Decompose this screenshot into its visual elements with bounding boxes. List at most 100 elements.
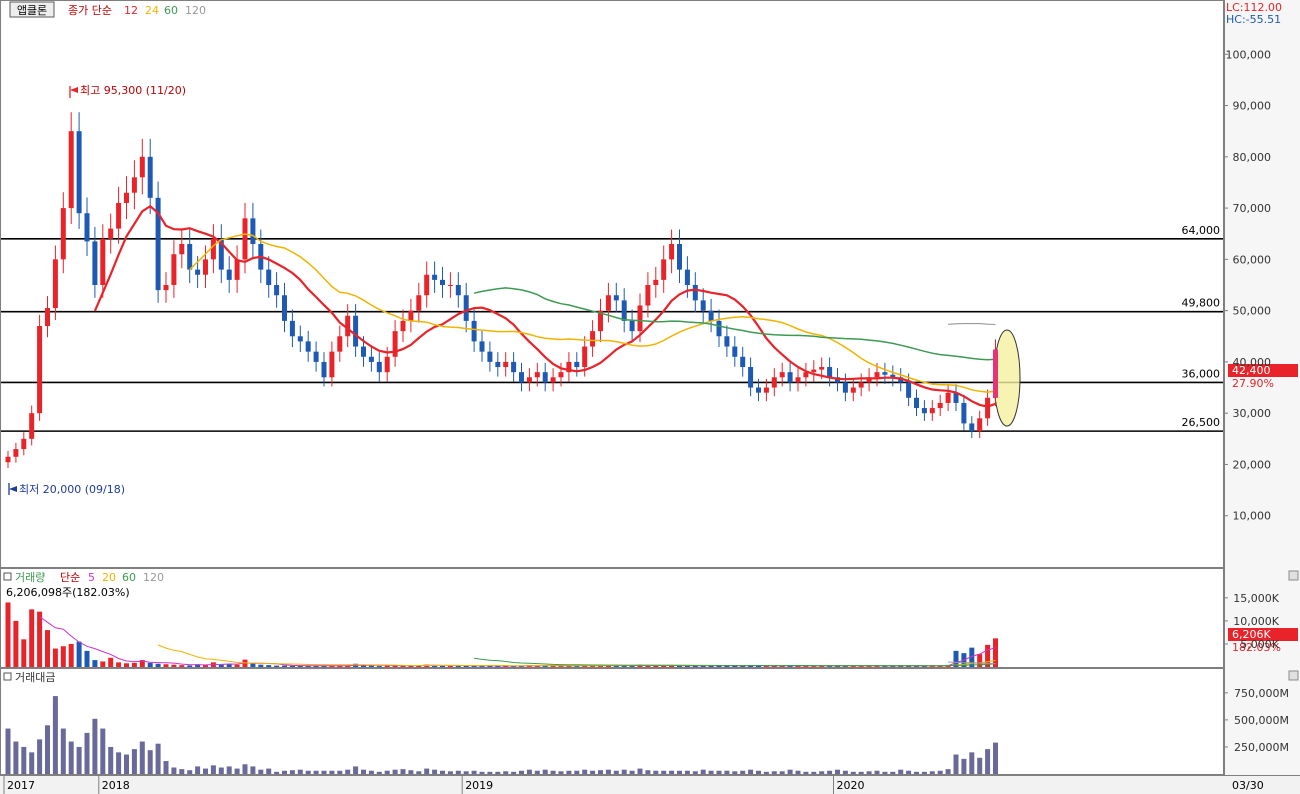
amount-pane-scroll-button[interactable] [1288, 670, 1299, 681]
candle-body [92, 241, 98, 285]
volume-bar [993, 638, 998, 667]
high-annotation: 최고 95,300 (11/20) [69, 84, 186, 98]
volume-bar [289, 665, 295, 667]
high-arrow-icon [70, 87, 78, 93]
volume-bar [858, 666, 864, 668]
amount-bar [84, 732, 90, 774]
candle-body [906, 382, 912, 398]
amount-bar [92, 718, 98, 774]
candle-body [52, 259, 58, 309]
candle-body [250, 218, 256, 244]
price-tick-label: 50,000 [1233, 305, 1272, 318]
candle-body [171, 254, 177, 285]
candle-body [692, 285, 698, 301]
volume-bar [13, 620, 19, 667]
candle-body [550, 377, 556, 383]
stock-name[interactable]: 앱클론 [17, 4, 47, 17]
volume-bar [171, 664, 177, 667]
amount-bar [116, 752, 122, 774]
candle-body [811, 369, 817, 373]
volume-ma-period-20: 20 [102, 571, 116, 584]
amount-bar [637, 768, 643, 774]
amount-bar [321, 770, 327, 774]
candle-body [566, 361, 572, 373]
amount-bar [590, 770, 596, 774]
candle-body [558, 372, 564, 378]
volume-bar [756, 665, 761, 667]
candle-body [210, 238, 216, 260]
amount-bar [329, 770, 335, 774]
price-tick-label: 30,000 [1233, 407, 1272, 420]
candle-body [139, 156, 145, 178]
candle-body [803, 372, 809, 378]
volume-bar [669, 665, 675, 667]
amount-bar [756, 770, 761, 774]
candle-body [131, 177, 137, 193]
amount-bar [179, 769, 185, 774]
volume-bar [827, 665, 833, 667]
volume-bar [463, 665, 469, 667]
candle-body [68, 131, 74, 209]
amount-bar [479, 771, 485, 774]
candle-body [534, 372, 540, 378]
candle-body [756, 387, 761, 393]
amount-bar [361, 769, 366, 774]
x-axis-date-label: 03/30 [1232, 779, 1264, 792]
volume-bar [779, 665, 785, 667]
candle-body [937, 402, 943, 409]
amount-bar [953, 754, 959, 774]
amount-bar [392, 769, 398, 774]
volume-ma-line-60 [474, 657, 996, 667]
amount-bar [289, 770, 295, 774]
candle-body [187, 243, 193, 270]
candle-body [945, 392, 951, 403]
candle-body [163, 285, 169, 291]
candle-body [195, 269, 201, 275]
volume-bar [84, 650, 90, 667]
candle-body [495, 361, 501, 368]
volume-bar [850, 666, 856, 668]
volume-bar [677, 665, 682, 667]
amount-bar [621, 769, 627, 774]
volume-bar [921, 666, 927, 668]
amount-bar [305, 770, 311, 774]
amount-pane-frame [0, 668, 1224, 775]
candle-body [289, 320, 295, 337]
volume-bar [479, 666, 485, 668]
volume-bar [234, 664, 240, 667]
amount-bar [60, 728, 66, 774]
amount-bar [526, 769, 532, 774]
amount-bar [977, 757, 983, 774]
candle-body [147, 156, 153, 198]
amount-pane-toggle[interactable] [3, 672, 12, 681]
candle-body [29, 413, 35, 439]
amount-bar [605, 769, 611, 774]
amount-bar [13, 741, 19, 774]
volume-bar [76, 641, 82, 667]
volume-bar [282, 665, 287, 667]
amount-bar [598, 770, 603, 774]
volume-bar [732, 665, 738, 667]
volume-bar [692, 665, 698, 667]
amount-bar [921, 771, 927, 774]
ma-line-120 [948, 323, 996, 326]
volume-bar [313, 665, 319, 667]
volume-bar [384, 665, 390, 667]
amount-bar [866, 771, 872, 774]
amount-bar [432, 769, 438, 774]
volume-ma-line-120 [948, 661, 996, 664]
volume-pane-scroll-button[interactable] [1288, 570, 1299, 581]
amount-bar [139, 741, 145, 774]
amount-bar [282, 770, 287, 774]
volume-pane-toggle[interactable] [3, 572, 12, 581]
amount-bar [195, 766, 201, 774]
volume-bar [124, 663, 129, 667]
stock-name-box[interactable] [9, 1, 55, 18]
candle-body [724, 336, 730, 347]
candle-body [574, 361, 580, 368]
amount-bar [76, 746, 82, 774]
volume-bar [52, 648, 58, 667]
amount-bar [542, 769, 548, 774]
volume-bar [684, 665, 690, 667]
amount-bar [993, 742, 998, 774]
